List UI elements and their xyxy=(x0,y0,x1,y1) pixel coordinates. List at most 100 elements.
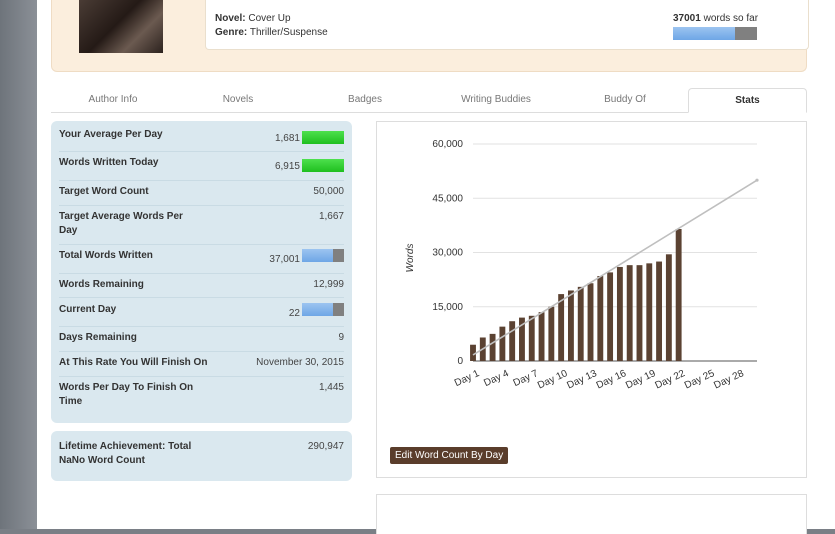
stat-label: Total Words Written xyxy=(59,250,153,261)
stat-label: Days Remaining xyxy=(59,332,137,343)
stat-row-words-remaining: Words Remaining 12,999 xyxy=(59,278,344,298)
stat-label: Current Day xyxy=(59,304,117,315)
word-count-chart: 0 15,000 30,000 45,000 60,000 Day 1 Day 4 Day 7… xyxy=(405,139,759,392)
novel-line: Novel: Cover Up xyxy=(215,13,291,24)
y-tick-label: 15,000 xyxy=(432,302,463,313)
chart-bar xyxy=(499,326,506,361)
y-tick-label: 0 xyxy=(457,356,463,367)
stats-panel: Your Average Per Day 1,681 Words Written… xyxy=(51,121,352,423)
tab-badges[interactable]: Badges xyxy=(348,94,382,105)
tab-novels[interactable]: Novels xyxy=(222,94,254,105)
chart-bar xyxy=(656,261,663,361)
x-tick-label: Day 16 xyxy=(595,368,629,392)
chart-bar xyxy=(597,276,604,361)
stat-row-finish-date: At This Rate You Will Finish On November… xyxy=(59,356,344,377)
chart-bar xyxy=(548,306,555,361)
stat-row-average-per-day: Your Average Per Day 1,681 xyxy=(59,128,344,152)
chart-bar xyxy=(636,265,643,361)
chart-bar xyxy=(616,266,623,361)
stat-label: Your Average Per Day xyxy=(59,129,163,140)
chart-bar xyxy=(567,290,574,361)
word-count-summary: 37001 words so far xyxy=(673,13,758,24)
novel-title[interactable]: Cover Up xyxy=(248,13,291,24)
x-tick-label: Day 19 xyxy=(624,368,658,392)
total-words-bar-fill xyxy=(302,249,334,262)
x-tick-label: Day 10 xyxy=(536,368,570,392)
stat-row-days-remaining: Days Remaining 9 xyxy=(59,331,344,352)
chart-bar xyxy=(665,254,672,361)
genre-label: Genre: xyxy=(215,27,248,38)
stat-value: 22 xyxy=(288,308,300,319)
stat-row-total-words: Total Words Written 37,001 xyxy=(59,249,344,274)
author-avatar[interactable] xyxy=(79,0,163,53)
target-pace-endpoint xyxy=(755,178,759,182)
x-tick-label: Day 7 xyxy=(512,368,541,389)
lower-card xyxy=(376,494,807,534)
chart-bar xyxy=(509,321,516,361)
chart-bar xyxy=(646,263,653,361)
stat-label: Words Written Today xyxy=(59,157,159,168)
x-tick-label: Day 25 xyxy=(683,368,717,392)
chart-bar xyxy=(587,283,594,361)
word-count-progress-fill xyxy=(673,27,736,40)
stat-label: Lifetime Achievement: Total NaNo Word Co… xyxy=(59,441,192,466)
stat-row-target-average: Target Average Words Per Day 1,667 xyxy=(59,210,344,245)
target-pace-line xyxy=(472,179,758,356)
chart-bar xyxy=(607,272,614,361)
stat-row-lifetime: Lifetime Achievement: Total NaNo Word Co… xyxy=(59,440,344,472)
x-tick-label: Day 13 xyxy=(565,368,599,392)
x-tick-label: Day 28 xyxy=(712,368,746,392)
chart-bar xyxy=(675,228,682,361)
profile-page: Novel: Cover Up Genre: Thriller/Suspense… xyxy=(37,0,835,534)
stat-value: 1,445 xyxy=(318,382,344,393)
y-axis-label: Words xyxy=(405,244,416,273)
average-per-day-bar xyxy=(302,131,344,144)
stats-chart-card: 0 15,000 30,000 45,000 60,000 Day 1 Day 4 Day 7… xyxy=(376,121,807,478)
stat-value: 1,667 xyxy=(318,211,344,222)
stat-row-words-today: Words Written Today 6,915 xyxy=(59,156,344,181)
current-day-bar xyxy=(302,303,344,316)
tab-writing-buddies[interactable]: Writing Buddies xyxy=(461,94,531,105)
chart-bar xyxy=(519,317,525,361)
current-day-bar-fill xyxy=(302,303,333,316)
word-count-suffix: words so far xyxy=(703,13,759,24)
genre-value: Thriller/Suspense xyxy=(249,27,328,38)
chart-bar xyxy=(470,344,476,361)
stat-label: Target Word Count xyxy=(59,186,149,197)
total-words-bar xyxy=(302,249,344,262)
stat-value: November 30, 2015 xyxy=(256,357,344,368)
chart-bar xyxy=(538,312,545,361)
x-tick-label: Day 4 xyxy=(482,368,511,389)
word-count-progress-bar xyxy=(673,27,757,40)
x-tick-label: Day 22 xyxy=(654,368,688,392)
chart-bar xyxy=(489,333,496,361)
stat-label: Target Average Words Per Day xyxy=(59,211,183,236)
stat-value: 1,681 xyxy=(274,133,300,144)
stat-value: 50,000 xyxy=(313,186,344,197)
tab-buddy-of[interactable]: Buddy Of xyxy=(604,94,646,105)
x-tick-label: Day 1 xyxy=(453,368,482,389)
profile-tabs: Author Info Novels Badges Writing Buddie… xyxy=(51,88,807,113)
stat-row-words-per-day-to-finish: Words Per Day To Finish On Time 1,445 xyxy=(59,381,344,415)
stat-label: Words Remaining xyxy=(59,279,144,290)
window-background xyxy=(0,0,37,529)
chart-bar xyxy=(558,294,565,361)
tab-stats[interactable]: Stats xyxy=(688,88,807,113)
lifetime-panel: Lifetime Achievement: Total NaNo Word Co… xyxy=(51,431,352,481)
y-tick-label: 60,000 xyxy=(432,139,463,150)
word-count-number: 37001 xyxy=(673,13,701,24)
genre-line: Genre: Thriller/Suspense xyxy=(215,27,328,38)
stat-value: 9 xyxy=(338,332,344,343)
stat-label: Words Per Day To Finish On Time xyxy=(59,382,194,407)
stat-value: 37,001 xyxy=(269,254,300,265)
tab-author-info[interactable]: Author Info xyxy=(88,94,138,105)
stat-label: At This Rate You Will Finish On xyxy=(59,357,208,368)
stat-row-target-word-count: Target Word Count 50,000 xyxy=(59,185,344,206)
y-tick-label: 30,000 xyxy=(432,248,463,259)
y-tick-label: 45,000 xyxy=(432,193,463,204)
chart-bar xyxy=(577,286,584,361)
edit-word-count-button[interactable]: Edit Word Count By Day xyxy=(390,447,509,464)
chart-bar xyxy=(626,265,633,361)
novel-header-panel: Novel: Cover Up Genre: Thriller/Suspense… xyxy=(51,0,809,72)
stat-value: 6,915 xyxy=(274,161,300,172)
